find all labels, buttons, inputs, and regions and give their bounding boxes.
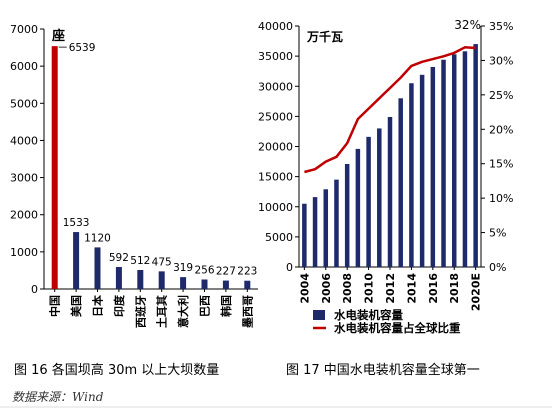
left-bar — [51, 46, 58, 289]
left-y-unit-label: 座 — [51, 28, 65, 44]
left-x-category-label: 墨西哥 — [241, 295, 254, 328]
right-x-tick-label: 2020E — [470, 273, 483, 311]
right-right-y-tick-label: 30% — [489, 54, 513, 67]
left-bar-data-label: 512 — [130, 255, 150, 267]
left-bar — [158, 271, 165, 289]
right-global-share-line — [304, 46, 476, 174]
right-capacity-bar — [419, 74, 425, 268]
right-capacity-bar — [302, 203, 307, 267]
right-right-y-tick-label: 5% — [489, 227, 506, 240]
left-y-tick-label: 3000 — [10, 172, 38, 185]
left-bar — [180, 277, 187, 289]
left-bar-data-label: 319 — [173, 262, 193, 274]
left-bar — [244, 280, 251, 289]
right-capacity-bar — [312, 197, 318, 267]
right-x-tick-label: 2016 — [427, 273, 440, 304]
right-right-y-tick-label: 25% — [489, 89, 513, 102]
right-x-tick-label: 2008 — [341, 273, 354, 304]
right-capacity-bar — [355, 148, 361, 267]
right-x-tick-label: 2012 — [384, 273, 397, 304]
right-capacity-bar — [377, 128, 382, 267]
left-bar — [222, 280, 229, 289]
data-source-note: 数据来源：Wind — [12, 390, 104, 404]
right-right-y-tick-label: 35% — [489, 20, 513, 33]
right-x-tick-label: 2014 — [405, 273, 418, 304]
left-bar-data-label: 227 — [216, 266, 236, 278]
left-bar — [73, 232, 80, 289]
left-x-category-label: 韩国 — [219, 295, 233, 317]
right-capacity-bar — [462, 51, 468, 268]
left-x-category-label: 印度 — [112, 294, 126, 317]
right-x-tick-label: 2018 — [448, 273, 461, 304]
left-y-tick-label: 7000 — [10, 23, 38, 36]
left-x-category-label: 中国 — [48, 295, 62, 317]
right-x-tick-label: 2004 — [298, 273, 311, 304]
left-bar-data-label: 256 — [194, 264, 214, 276]
left-bar-data-label: 1120 — [84, 232, 111, 244]
left-x-category-label: 土耳其 — [155, 295, 169, 328]
right-right-y-tick-label: 20% — [489, 123, 513, 136]
left-bar — [201, 279, 208, 289]
right-capacity-bar — [430, 66, 436, 267]
right-y-unit-label: 万千瓦 — [306, 29, 343, 44]
right-left-y-tick-label: 30000 — [258, 80, 293, 93]
right-capacity-bar — [323, 189, 329, 267]
right-left-y-tick-label: 25000 — [258, 110, 293, 123]
right-capacity-bar — [409, 83, 414, 267]
right-figure-caption: 图 17 中国水电装机容量全球第一 — [286, 363, 480, 378]
right-right-y-tick-label: 10% — [489, 192, 513, 205]
right-left-y-tick-label: 15000 — [258, 171, 293, 184]
legend-bar-label: 水电装机容量 — [334, 308, 403, 322]
right-capacity-bar — [366, 136, 371, 267]
right-left-y-tick-label: 5000 — [265, 231, 293, 244]
left-x-category-label: 美国 — [69, 295, 83, 317]
left-y-tick-label: 4000 — [10, 134, 38, 147]
left-bar-data-label: 223 — [237, 266, 257, 278]
right-peak-annotation: 32% — [454, 18, 481, 32]
right-left-y-tick-label: 0 — [286, 261, 293, 274]
right-left-y-tick-label: 10000 — [258, 201, 293, 214]
right-capacity-bar — [473, 44, 478, 268]
left-bar — [94, 247, 101, 289]
left-x-category-label: 日本 — [91, 295, 105, 317]
right-capacity-bar — [334, 179, 339, 267]
left-x-category-label: 意大利 — [176, 295, 190, 328]
left-bar-data-label: 475 — [152, 256, 172, 268]
right-left-y-tick-label: 40000 — [258, 20, 293, 33]
left-y-tick-label: 0 — [31, 283, 38, 296]
right-capacity-bar — [441, 59, 446, 267]
right-capacity-bar — [387, 116, 393, 267]
right-x-tick-label: 2006 — [320, 273, 333, 304]
right-capacity-bar — [344, 163, 350, 267]
left-y-tick-label: 2000 — [10, 209, 38, 222]
right-left-y-tick-label: 35000 — [258, 50, 293, 63]
right-left-y-tick-label: 20000 — [258, 141, 293, 154]
right-capacity-bar — [451, 54, 457, 267]
left-figure-caption: 图 16 各国坝高 30m 以上大坝数量 — [14, 363, 220, 378]
left-x-category-label: 西班牙 — [133, 295, 147, 328]
right-capacity-bar — [398, 98, 403, 267]
left-y-tick-label: 1000 — [10, 246, 38, 259]
legend-line-label: 水电装机容量占全球比重 — [334, 321, 461, 335]
left-x-category-label: 巴西 — [199, 295, 212, 317]
left-bar-data-label: 1533 — [63, 217, 90, 229]
right-right-y-tick-label: 0% — [489, 261, 506, 274]
left-bar-data-label: 592 — [109, 252, 129, 264]
left-bar — [115, 267, 122, 289]
left-y-tick-label: 6000 — [10, 60, 38, 73]
legend-bar-swatch — [313, 310, 325, 320]
right-right-y-tick-label: 15% — [489, 158, 513, 171]
left-y-tick-label: 5000 — [10, 97, 38, 110]
left-bar — [137, 269, 144, 289]
left-bar-data-label: 6539 — [69, 42, 96, 54]
right-x-tick-label: 2010 — [363, 273, 376, 304]
